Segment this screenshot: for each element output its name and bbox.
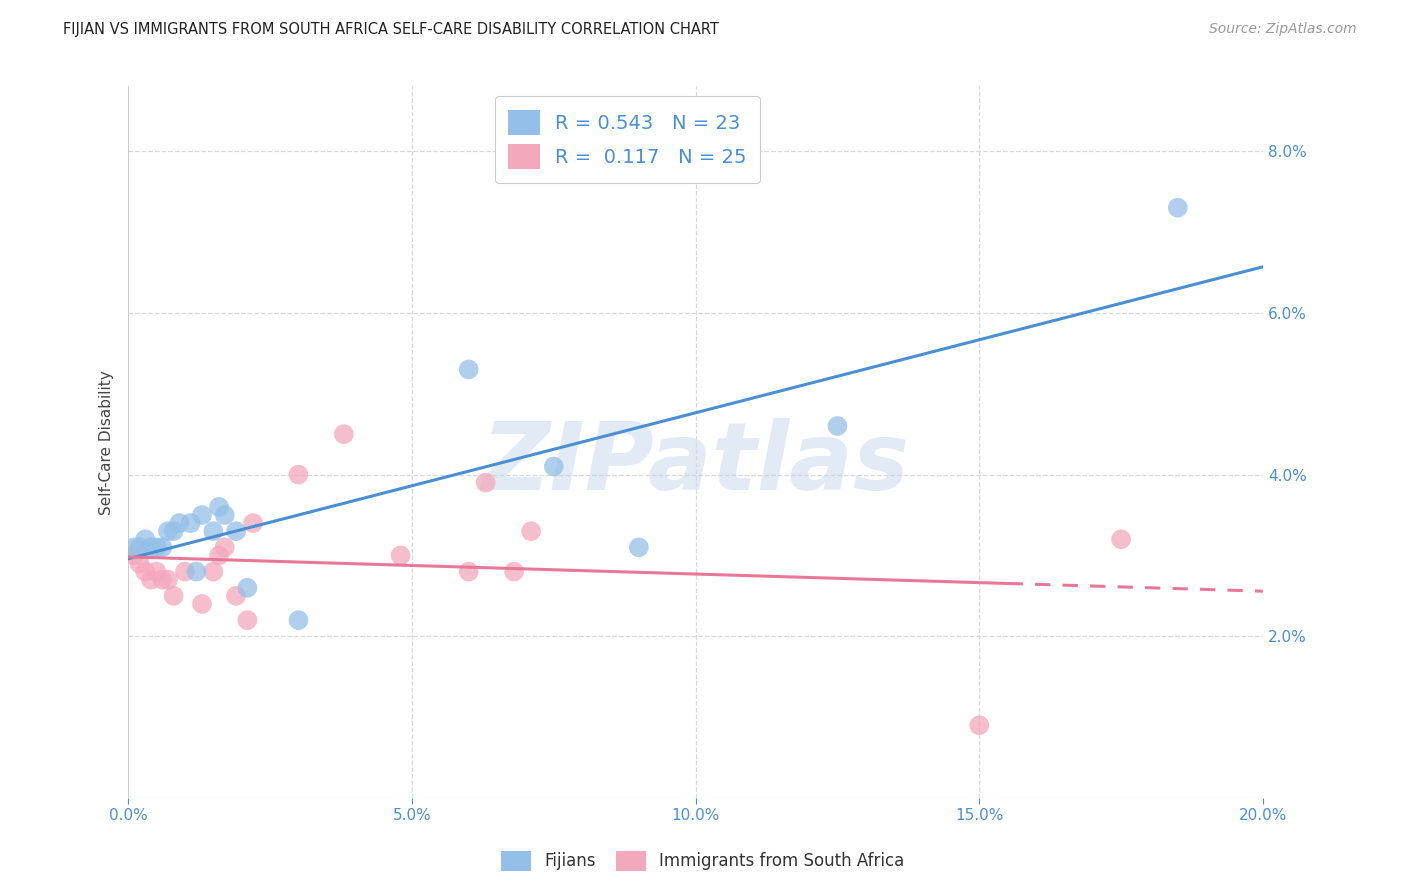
Point xyxy=(208,500,231,514)
Point xyxy=(236,581,259,595)
Point xyxy=(520,524,543,538)
Legend: Fijians, Immigrants from South Africa: Fijians, Immigrants from South Africa xyxy=(494,842,912,880)
Point xyxy=(134,533,156,547)
Point xyxy=(122,549,145,563)
Point xyxy=(156,573,179,587)
Point xyxy=(169,516,191,530)
Point xyxy=(208,549,231,563)
Point xyxy=(474,475,496,490)
Point xyxy=(145,541,167,555)
Point xyxy=(202,524,225,538)
Legend: R = 0.543   N = 23, R =  0.117   N = 25: R = 0.543 N = 23, R = 0.117 N = 25 xyxy=(495,96,761,183)
Point xyxy=(457,362,479,376)
Text: FIJIAN VS IMMIGRANTS FROM SOUTH AFRICA SELF-CARE DISABILITY CORRELATION CHART: FIJIAN VS IMMIGRANTS FROM SOUTH AFRICA S… xyxy=(63,22,718,37)
Point xyxy=(150,541,173,555)
Point xyxy=(186,565,208,579)
Point xyxy=(162,589,184,603)
Point xyxy=(191,597,214,611)
Text: Source: ZipAtlas.com: Source: ZipAtlas.com xyxy=(1209,22,1357,37)
Point xyxy=(1109,533,1132,547)
Point xyxy=(128,557,150,571)
Point xyxy=(145,565,167,579)
Point xyxy=(214,541,236,555)
Point xyxy=(122,541,145,555)
Point xyxy=(139,541,162,555)
Point xyxy=(191,508,214,522)
Point xyxy=(180,516,202,530)
Point xyxy=(225,524,247,538)
Point xyxy=(150,573,173,587)
Point xyxy=(287,613,309,627)
Point xyxy=(214,508,236,522)
Point xyxy=(162,524,184,538)
Point xyxy=(287,467,309,482)
Point xyxy=(139,573,162,587)
Point xyxy=(134,565,156,579)
Point xyxy=(457,565,479,579)
Point xyxy=(333,427,356,442)
Text: ZIPatlas: ZIPatlas xyxy=(481,417,910,509)
Point xyxy=(967,718,990,732)
Point xyxy=(156,524,179,538)
Point xyxy=(1167,201,1189,215)
Point xyxy=(242,516,264,530)
Point xyxy=(236,613,259,627)
Point xyxy=(827,419,849,434)
Point xyxy=(225,589,247,603)
Point xyxy=(128,541,150,555)
Point xyxy=(174,565,197,579)
Point xyxy=(627,541,650,555)
Point xyxy=(503,565,526,579)
Point xyxy=(543,459,565,474)
Y-axis label: Self-Care Disability: Self-Care Disability xyxy=(100,370,114,515)
Point xyxy=(202,565,225,579)
Point xyxy=(389,549,412,563)
